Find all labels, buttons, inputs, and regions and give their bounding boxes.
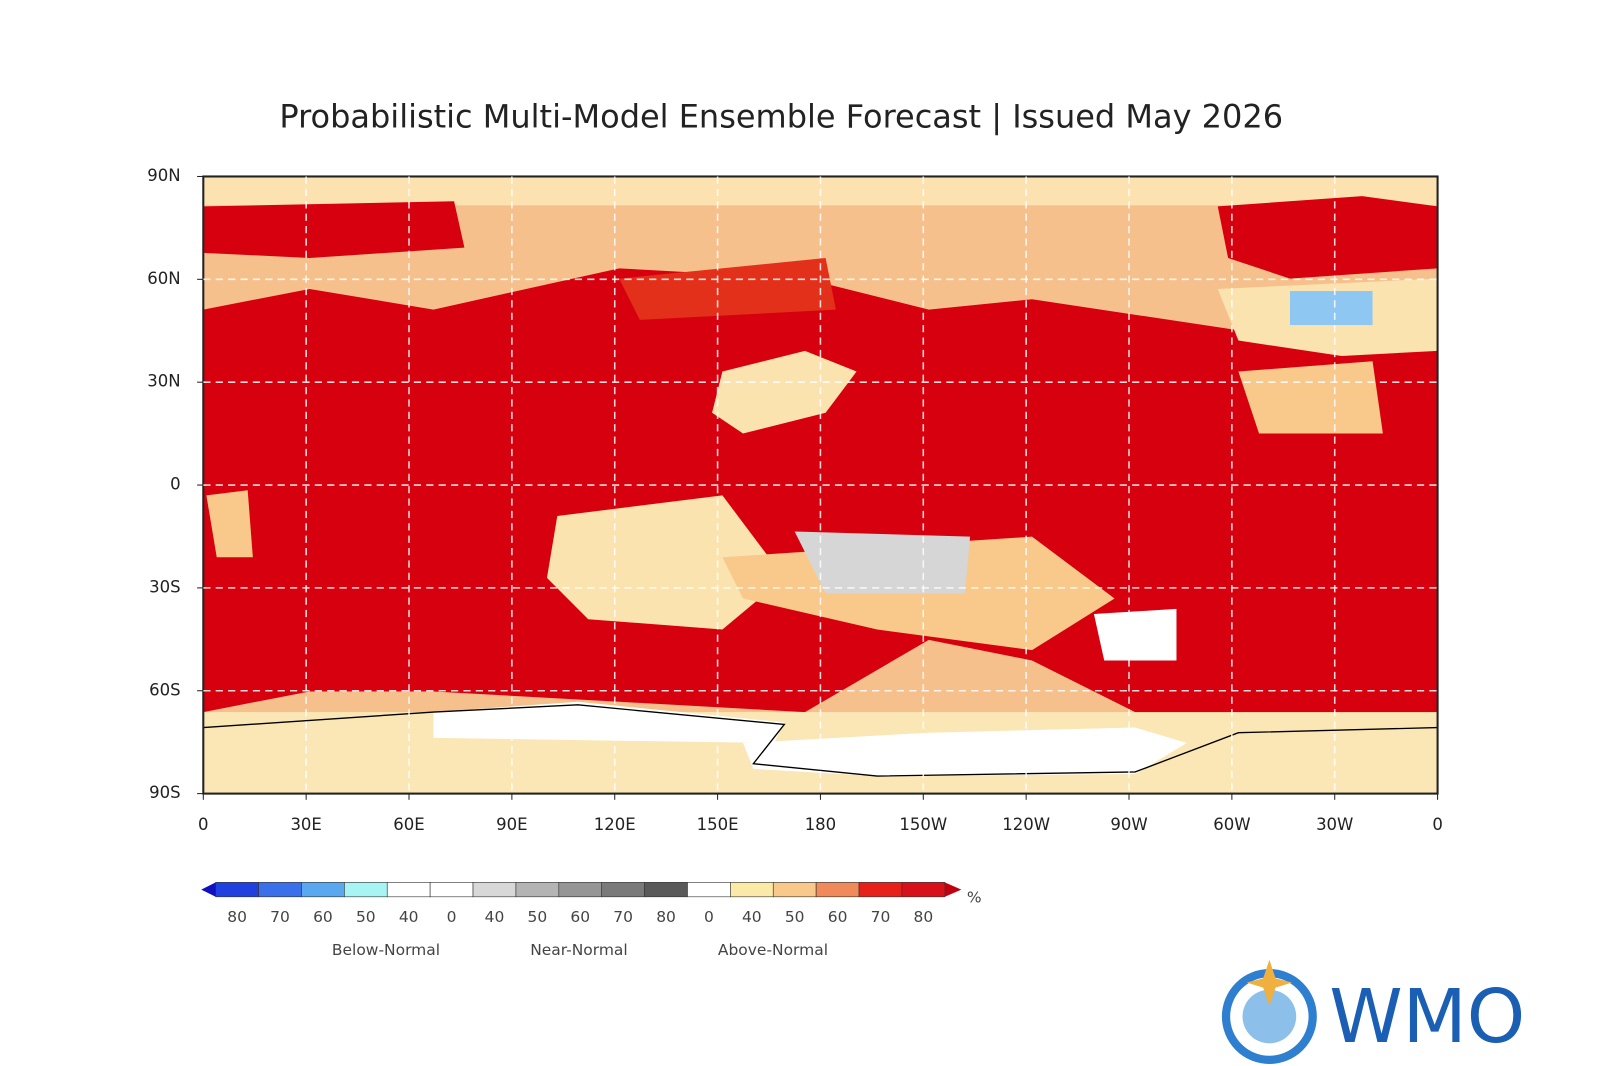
colorbar-cell — [215, 882, 259, 898]
x-tick-label: 90E — [496, 815, 527, 834]
y-tick-label: 90S — [149, 783, 180, 802]
colorbar-label: 40 — [742, 908, 762, 926]
x-tick-label: 0 — [1432, 815, 1443, 834]
logo-text: WMO — [1329, 973, 1525, 1060]
pale-region — [546, 495, 785, 630]
colorbar-label: 60 — [570, 908, 590, 926]
graticule — [197, 175, 1439, 800]
white-region — [1093, 608, 1177, 661]
y-tick-label: 90N — [147, 166, 180, 185]
cool-region — [1289, 291, 1373, 326]
x-tick-label: 90W — [1110, 815, 1147, 834]
colorbar-cell — [687, 882, 731, 898]
colorbar-cell — [901, 882, 946, 898]
colorbar-cell — [772, 882, 817, 898]
y-tick-label: 60N — [147, 269, 180, 288]
colorbar-label: 40 — [399, 908, 419, 926]
colorbar-unit: % — [967, 888, 982, 906]
colorbar-cell — [515, 882, 560, 898]
x-tick-label: 120E — [594, 815, 636, 834]
colorbar-category: Above-Normal — [718, 941, 828, 959]
logo: WMO — [1221, 959, 1525, 1064]
colorbar-label: 50 — [528, 908, 548, 926]
colorbar-category: Below-Normal — [332, 941, 440, 959]
colorbar-label: 80 — [227, 908, 247, 926]
pale-region — [1238, 361, 1383, 434]
pale-region — [206, 490, 253, 558]
colorbar-label: 60 — [828, 908, 848, 926]
y-tick-label: 30S — [149, 577, 180, 596]
y-tick-label: 30N — [147, 372, 180, 391]
x-tick-label: 30E — [290, 815, 321, 834]
colorbar-cell — [730, 882, 774, 898]
colorbar-label: 70 — [270, 908, 290, 926]
x-tick-label: 150E — [697, 815, 739, 834]
colorbar-label: 70 — [613, 908, 633, 926]
warm-region — [203, 201, 465, 258]
logo-globe — [1242, 989, 1297, 1044]
colorbar-label: 80 — [914, 908, 934, 926]
warm-region — [1217, 196, 1438, 279]
colorbar-label: 80 — [656, 908, 676, 926]
colorbar-label: 0 — [447, 908, 457, 926]
colorbar-category: Near-Normal — [530, 941, 628, 959]
colorbar-label: 50 — [356, 908, 376, 926]
colorbar-cell — [301, 882, 345, 898]
antarctica — [743, 727, 1187, 777]
colorbar-cell — [386, 882, 431, 898]
warm-region — [619, 258, 836, 320]
near-normal-region — [794, 531, 971, 594]
logo-star — [1246, 959, 1293, 1007]
x-tick-label: 60W — [1213, 815, 1250, 834]
coastline — [203, 704, 1438, 777]
colorbar-cell — [644, 882, 688, 898]
colorbar-label: 0 — [704, 908, 714, 926]
colorbar-cell — [601, 882, 645, 898]
colorbar-label: 70 — [871, 908, 891, 926]
colorbar-label: 50 — [785, 908, 805, 926]
y-tick-label: 60S — [149, 680, 180, 699]
map-title: Probabilistic Multi-Model Ensemble Forec… — [279, 98, 1283, 136]
colorbar-cell — [258, 882, 302, 898]
colorbar-low-arrow — [201, 882, 216, 897]
antarctica — [433, 701, 785, 744]
colorbar-cell — [344, 882, 388, 898]
colorbar-cell — [558, 882, 603, 898]
y-tick-label: 0 — [170, 475, 181, 494]
x-tick-label: 30W — [1316, 815, 1353, 834]
x-tick-label: 150W — [899, 815, 947, 834]
colorbar-cell — [815, 882, 860, 898]
content: Probabilistic Multi-Model Ensemble Forec… — [147, 98, 1525, 1064]
x-tick-label: 120W — [1002, 815, 1050, 834]
colorbar-cell — [472, 882, 517, 898]
x-tick-label: 60E — [393, 815, 424, 834]
colorbar-cell — [429, 882, 474, 898]
x-tick-label: 0 — [198, 815, 209, 834]
colorbar-high-arrow — [944, 882, 962, 897]
colorbar-label: 40 — [485, 908, 505, 926]
colorbar-cell — [858, 882, 903, 898]
x-tick-label: 180 — [805, 815, 837, 834]
colorbar-label: 60 — [313, 908, 333, 926]
